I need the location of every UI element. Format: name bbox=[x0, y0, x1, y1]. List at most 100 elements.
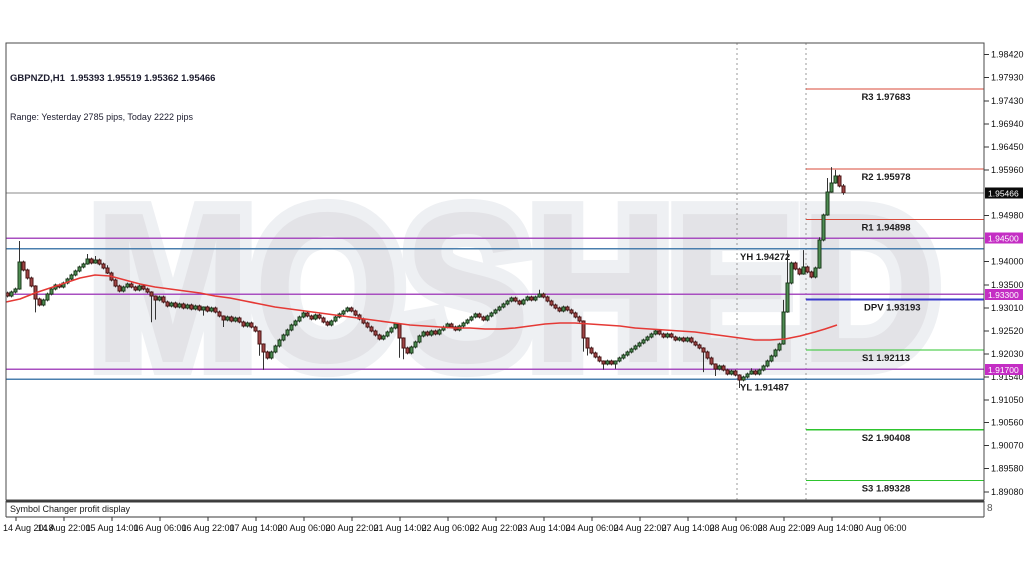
price-tick-label: 1.95960 bbox=[991, 165, 1024, 175]
candle-up bbox=[641, 339, 646, 344]
candle-up bbox=[245, 322, 250, 327]
candle-up bbox=[157, 296, 162, 301]
candle-down bbox=[545, 296, 550, 302]
price-badge-text: 1.93300 bbox=[988, 290, 1019, 300]
candle-up bbox=[345, 307, 350, 312]
candle-down bbox=[693, 341, 698, 346]
candle-down bbox=[797, 268, 802, 275]
candle-down bbox=[229, 316, 234, 322]
time-tick-label: 29 Aug 14:00 bbox=[805, 523, 858, 533]
candle-down bbox=[309, 315, 314, 320]
axis-scale-knob[interactable]: 8 bbox=[987, 503, 993, 514]
candle-down bbox=[709, 357, 714, 365]
candle-up bbox=[645, 336, 650, 341]
candlesticks[interactable] bbox=[5, 167, 846, 388]
time-tick-label: 24 Aug 06:00 bbox=[565, 523, 618, 533]
candle-up bbox=[185, 304, 190, 309]
candle-up bbox=[501, 303, 506, 308]
watermark-halo: MOSHED bbox=[93, 167, 938, 408]
candle-up bbox=[729, 370, 734, 375]
candle-up bbox=[381, 335, 386, 340]
candle-down bbox=[221, 315, 226, 321]
price-badge-text: 1.94500 bbox=[988, 234, 1019, 244]
candle-up bbox=[829, 182, 834, 193]
candle-down bbox=[589, 347, 594, 354]
candle-up bbox=[17, 261, 22, 290]
time-tick-label: 22 Aug 06:00 bbox=[421, 523, 474, 533]
candle-up bbox=[125, 283, 130, 288]
watermark-text: MOSHED bbox=[93, 167, 938, 408]
candle-down bbox=[21, 261, 26, 271]
candle-up bbox=[393, 323, 398, 329]
candle-up bbox=[193, 305, 198, 310]
candle-up bbox=[649, 333, 654, 338]
level-label: S3 1.89328 bbox=[862, 483, 911, 494]
candle-up bbox=[741, 376, 746, 381]
price-badge-text: 1.95466 bbox=[988, 188, 1019, 198]
candle-up bbox=[561, 306, 566, 312]
candle-up bbox=[429, 330, 434, 336]
level-label: R2 1.95978 bbox=[861, 172, 910, 183]
candle-up bbox=[417, 335, 422, 343]
candle-down bbox=[681, 337, 686, 342]
time-tick-label: 16 Aug 06:00 bbox=[133, 523, 186, 533]
candle-down bbox=[317, 314, 322, 319]
candle-up bbox=[169, 302, 174, 307]
candle-up bbox=[9, 291, 14, 297]
candle-down bbox=[25, 269, 30, 279]
candle-down bbox=[37, 298, 42, 306]
candle-up bbox=[629, 348, 634, 353]
candle-down bbox=[145, 288, 150, 293]
time-tick-label: 20 Aug 06:00 bbox=[277, 523, 330, 533]
candle-down bbox=[573, 312, 578, 318]
candle-down bbox=[249, 322, 254, 328]
price-tick-label: 1.90070 bbox=[991, 441, 1024, 451]
price-axis[interactable]: 1.98420 1.97930 1.97430 1.96940 1.96450 1.959… bbox=[984, 50, 1024, 497]
time-tick-label: 30 Aug 06:00 bbox=[853, 523, 906, 533]
candle-up bbox=[521, 299, 526, 305]
candle-down bbox=[425, 331, 430, 336]
price-tick-label: 1.93010 bbox=[991, 303, 1024, 313]
candle-down bbox=[173, 302, 178, 308]
time-tick-label: 27 Aug 14:00 bbox=[661, 523, 714, 533]
candle-down bbox=[549, 300, 554, 306]
time-tick-label: 14 Aug 22:00 bbox=[37, 523, 90, 533]
candle-up bbox=[749, 370, 754, 375]
candle-up bbox=[85, 258, 90, 265]
price-tick-label: 1.97930 bbox=[991, 73, 1024, 83]
candle-down bbox=[689, 337, 694, 343]
candle-up bbox=[537, 293, 542, 298]
candle-down bbox=[593, 352, 598, 358]
candle-down bbox=[161, 296, 166, 303]
candle-up bbox=[289, 324, 294, 331]
candle-up bbox=[757, 369, 762, 375]
candle-down bbox=[205, 306, 210, 312]
candle-up bbox=[485, 315, 490, 321]
price-tick-label: 1.92520 bbox=[991, 326, 1024, 336]
candle-up bbox=[637, 342, 642, 347]
candle-up bbox=[497, 306, 502, 311]
price-tick-label: 1.93500 bbox=[991, 280, 1024, 290]
chart-frame bbox=[5, 42, 985, 501]
candle-up bbox=[717, 365, 722, 370]
candle-up bbox=[509, 297, 514, 302]
candle-up bbox=[505, 300, 510, 305]
candle-down bbox=[569, 309, 574, 314]
price-badge-text: 1.91700 bbox=[988, 365, 1019, 375]
candle-up bbox=[781, 311, 786, 345]
candle-down bbox=[101, 263, 106, 269]
candle-up bbox=[313, 314, 318, 320]
candle-down bbox=[697, 344, 702, 349]
candle-down bbox=[165, 301, 170, 307]
candle-down bbox=[113, 279, 118, 287]
candle-down bbox=[609, 360, 614, 365]
candle-down bbox=[105, 267, 110, 274]
candle-down bbox=[197, 305, 202, 311]
candle-up bbox=[333, 316, 338, 322]
candle-down bbox=[513, 297, 518, 302]
candle-down bbox=[725, 369, 730, 375]
candle-down bbox=[661, 333, 666, 338]
candle-up bbox=[785, 282, 790, 313]
